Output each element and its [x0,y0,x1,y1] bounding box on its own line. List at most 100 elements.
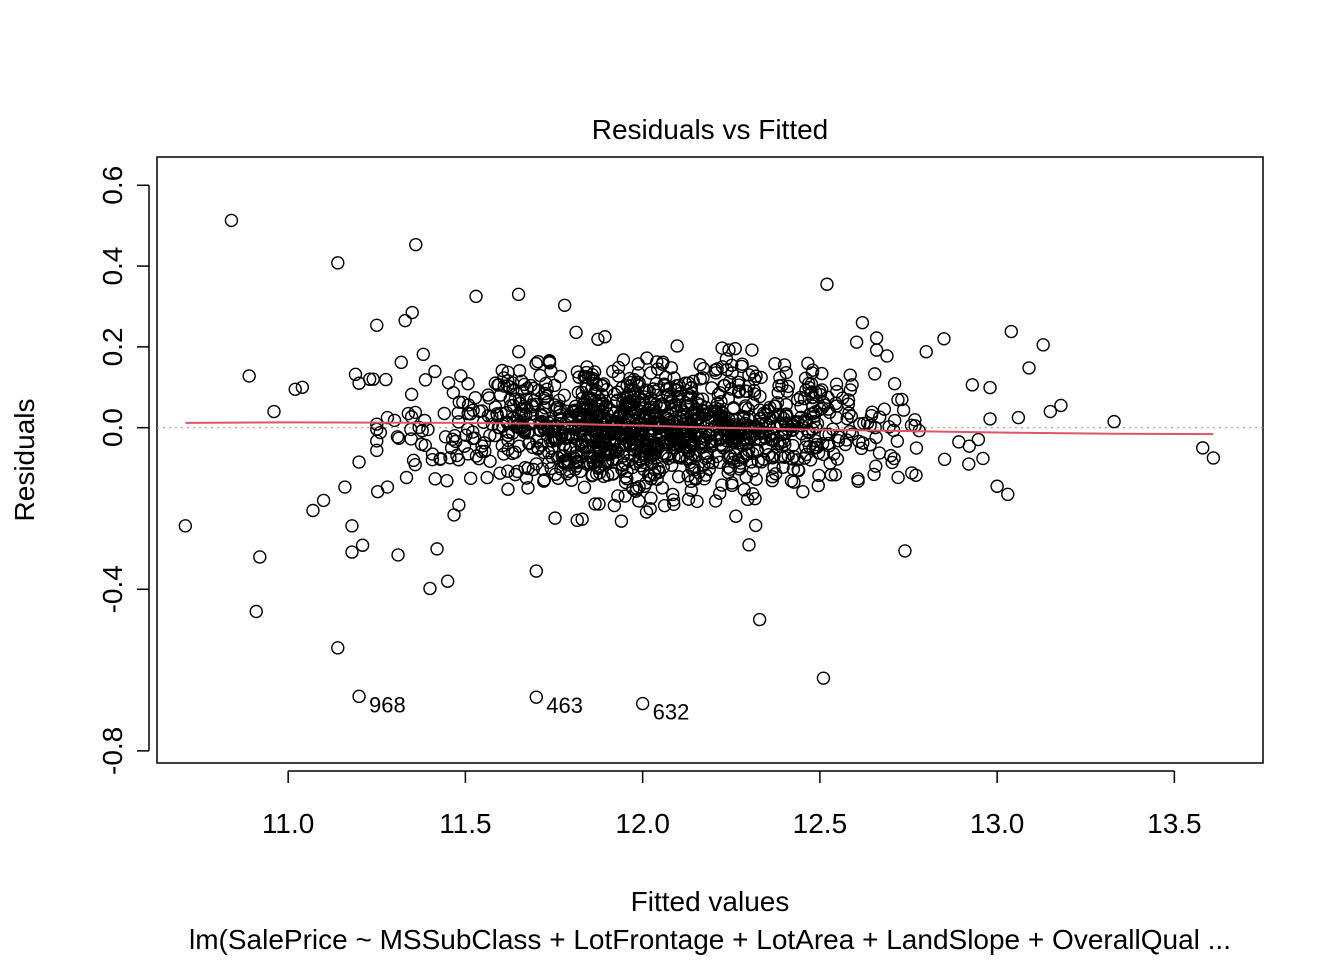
residual-point [557,388,572,403]
x-tick-label: 11.5 [439,808,491,839]
residual-point [654,399,669,414]
residual-point [639,505,654,519]
residual-point [779,365,793,380]
residual-point [887,451,901,466]
residual-point [549,402,564,416]
residual-point [461,377,475,391]
y-axis: -0.8 -0.4 0.0 0.2 0.4 0.6 [97,166,150,775]
residual-point [937,332,951,346]
residual-point [178,519,193,533]
residual-point [856,436,870,450]
residual-point [710,396,725,410]
residual-point [512,345,526,359]
residual-point [651,362,665,376]
residual-point [373,425,388,440]
residual-point [659,370,673,385]
y-axis-label: Residuals [9,399,40,522]
residual-point [771,407,785,422]
residual-point [577,440,592,455]
residual-point [798,371,813,386]
residual-point [338,480,352,494]
residual-point [778,437,792,452]
residual-point [362,372,377,386]
residual-point [840,411,854,426]
residual-point [1011,410,1026,425]
residual-point [548,467,563,481]
residual-point [705,455,720,470]
residual-point [224,213,239,228]
residual-point [737,410,751,424]
residual-point [1022,361,1036,375]
residual-point [891,393,905,407]
residual-point [545,441,559,456]
residual-point [408,405,423,420]
residual-point [786,418,800,432]
residual-point [812,468,826,483]
residual-point [466,403,480,418]
residual-point [851,472,865,486]
residual-point [669,379,684,393]
residual-point [459,428,473,442]
residual-point [406,453,421,468]
residual-point [472,404,487,419]
residual-point [877,402,892,416]
plot-frame [156,156,1264,764]
residual-point [553,369,567,384]
residual-point [805,363,820,377]
residual-point [345,519,359,533]
residual-point [568,420,583,434]
residual-point [529,356,543,371]
residual-point [611,369,626,383]
residual-point [771,386,785,400]
residual-point [835,391,850,405]
residual-point [1036,338,1050,352]
residual-point [562,456,576,470]
residual-point [711,388,725,402]
residual-point [849,335,864,349]
residual-point [428,472,442,486]
residual-point [746,487,760,501]
residual-point [366,372,380,386]
residual-point [440,474,454,488]
residual-point [854,441,869,456]
x-tick-label: 11.0 [262,808,314,839]
residual-point [331,256,345,270]
residual-point [767,448,781,463]
residual-point [765,473,780,488]
residual-point [451,406,465,420]
residual-point [895,392,909,407]
residual-point [451,453,466,467]
residual-point [404,387,419,402]
residual-point [629,421,643,435]
residual-point [543,414,558,429]
residual-point [868,420,882,435]
residual-point [607,426,622,440]
residual-point [242,369,256,383]
residual-point [545,420,560,434]
residual-point [673,439,688,453]
y-tick-label: 0.0 [97,408,128,447]
residual-point [631,366,646,380]
residual-point [592,497,606,511]
residual-point [469,289,483,304]
residual-point [519,471,534,485]
residual-point [749,472,763,486]
residual-point [716,441,731,455]
y-tick-label: 0.2 [97,327,128,366]
residual-point [679,421,693,436]
residual-point [745,343,759,357]
residual-point [786,462,801,476]
residual-point [454,369,468,383]
residual-point [579,382,593,396]
residual-point [611,489,625,503]
residual-point [616,353,631,367]
residual-point [780,384,794,398]
residual-point [409,237,423,252]
residual-point [544,364,558,378]
residual-point [937,452,952,467]
residual-point [488,400,503,414]
residual-point [525,400,539,414]
residual-point [675,403,689,417]
residual-point [598,436,612,450]
